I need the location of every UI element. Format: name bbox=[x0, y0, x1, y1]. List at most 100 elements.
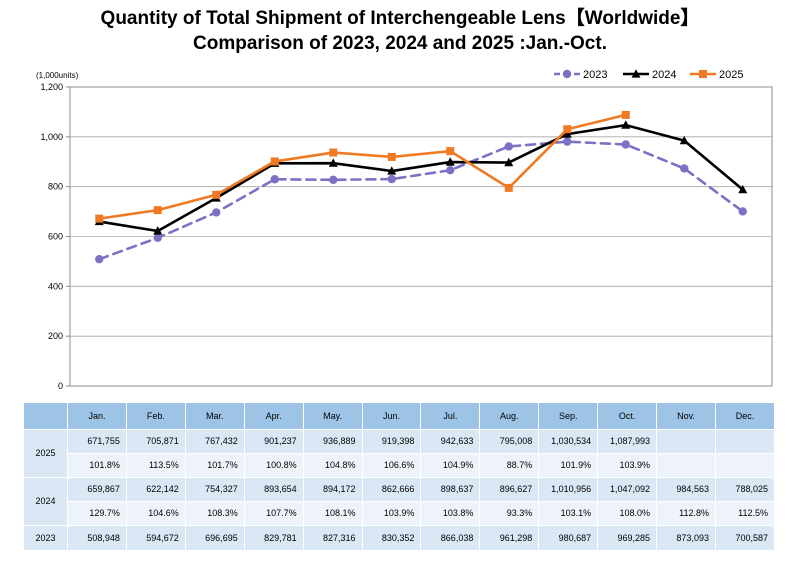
data-point-2025 bbox=[329, 148, 338, 157]
table-percent-cell: 112.5% bbox=[714, 501, 776, 526]
data-point-2024 bbox=[562, 129, 572, 138]
table-percent-cell: 112.8% bbox=[656, 501, 716, 526]
table-value-cell: 894,172 bbox=[302, 477, 363, 502]
table-percent-cell: 93.3% bbox=[479, 501, 540, 526]
y-tick-label: 800 bbox=[48, 182, 63, 192]
table-value-cell: 984,563 bbox=[656, 477, 716, 502]
table-month-header: Sep. bbox=[538, 402, 599, 430]
data-point-2023 bbox=[212, 208, 221, 217]
table-value-cell: 961,298 bbox=[479, 525, 540, 551]
table-percent-cell: 104.9% bbox=[420, 453, 481, 478]
data-table: Jan. Feb. Mar. Apr. May. Jun. Jul. Aug. Sep. Oct.… bbox=[23, 402, 776, 551]
line-chart: 0 200 400 600 800 1,000 1,200 (1,000units) 2023 2… bbox=[36, 69, 773, 391]
y-tick-label: 200 bbox=[48, 331, 63, 341]
data-point-2023 bbox=[446, 166, 455, 175]
table-percent-cell: 101.9% bbox=[538, 453, 599, 478]
table-percent-cell: 129.7% bbox=[67, 501, 127, 526]
data-point-2024 bbox=[328, 158, 338, 167]
y-tick-label: 400 bbox=[48, 281, 63, 291]
data-point-2024 bbox=[504, 157, 514, 167]
data-point-2025 bbox=[621, 110, 630, 119]
table-percent-cell: 108.1% bbox=[302, 501, 363, 526]
series-line-2025 bbox=[97, 113, 628, 220]
table-value-cell: 788,025 bbox=[714, 477, 776, 502]
table-value-cell: 594,672 bbox=[125, 525, 186, 551]
data-point-2023 bbox=[621, 140, 630, 149]
table-value-cell: 969,285 bbox=[597, 525, 658, 551]
table-value-cell: 767,432 bbox=[184, 429, 245, 454]
data-point-2024 bbox=[631, 69, 641, 78]
table-value-cell: 795,008 bbox=[479, 429, 540, 454]
data-point-2023 bbox=[387, 174, 396, 184]
data-point-2024 bbox=[621, 120, 631, 129]
table-value-cell: 980,687 bbox=[538, 525, 599, 551]
table-value-cell: 936,889 bbox=[302, 429, 363, 454]
table-value-cell: 1,087,993 bbox=[597, 429, 658, 454]
data-point-2023 bbox=[504, 142, 513, 151]
table-month-header: Feb. bbox=[125, 402, 186, 430]
table-value-cell: 705,871 bbox=[125, 429, 186, 454]
table-value-cell: 1,047,092 bbox=[597, 477, 658, 502]
table-value-cell: 659,867 bbox=[67, 477, 127, 502]
table-row-2023-values: 2023 508,948 594,672 696,695 829,781 827,316 8… bbox=[23, 525, 776, 551]
table-percent-cell: 100.8% bbox=[243, 453, 304, 478]
table-row-2024-yoy: 129.7% 104.6% 108.3% 107.7% 108.1% 103.9% 103.… bbox=[24, 501, 776, 526]
table-month-header: Jun. bbox=[361, 402, 422, 430]
data-point-2025 bbox=[270, 157, 279, 166]
y-tick-label: 1,000 bbox=[40, 132, 63, 142]
table-month-header: Nov. bbox=[656, 402, 716, 430]
table-percent-cell bbox=[656, 453, 716, 478]
table-percent-cell: 104.8% bbox=[302, 453, 363, 478]
data-point-2023 bbox=[270, 175, 279, 184]
table-percent-cell: 88.7% bbox=[479, 453, 540, 478]
data-point-2025 bbox=[212, 190, 221, 199]
table-percent-cell: 108.0% bbox=[597, 501, 658, 526]
data-point-2024 bbox=[153, 226, 163, 235]
series-line-2024 bbox=[97, 123, 745, 233]
table-value-cell: 942,633 bbox=[420, 429, 481, 454]
table-value-cell: 896,627 bbox=[479, 477, 540, 502]
chart-title-line-1: Quantity of Total Shipment of Intercheng… bbox=[100, 8, 700, 29]
legend-label-2024: 2024 bbox=[652, 69, 676, 81]
table-row-2024-values: 2024 659,867 622,142 754,327 893,654 894,172 8… bbox=[23, 477, 776, 526]
table-month-header: Oct. bbox=[597, 402, 658, 430]
chart-title-line-2: Comparison of 2023, 2024 and 2025 :Jan.-… bbox=[193, 33, 607, 54]
table-value-cell bbox=[714, 429, 776, 454]
table-value-cell: 830,352 bbox=[361, 525, 422, 551]
data-point-2025 bbox=[446, 147, 455, 156]
table-value-cell: 873,093 bbox=[656, 525, 716, 551]
table-value-cell bbox=[656, 429, 716, 454]
legend-label-2023: 2023 bbox=[583, 69, 607, 81]
table-percent-cell: 113.5% bbox=[125, 453, 186, 478]
table-percent-cell: 103.1% bbox=[538, 501, 599, 526]
data-point-2023 bbox=[563, 137, 572, 146]
table-percent-cell: 101.7% bbox=[184, 453, 245, 478]
series-line-2023 bbox=[97, 140, 745, 261]
data-point-2023 bbox=[95, 254, 104, 264]
y-tick-label: 600 bbox=[48, 232, 63, 242]
table-month-header: Aug. bbox=[479, 402, 540, 430]
table-value-cell: 827,316 bbox=[302, 525, 363, 551]
y-tick-label: 0 bbox=[58, 381, 63, 391]
data-point-2025 bbox=[95, 214, 104, 223]
table-percent-cell: 103.8% bbox=[420, 501, 481, 526]
table-value-cell: 508,948 bbox=[67, 525, 127, 551]
table-year-label: 2023 bbox=[23, 525, 68, 551]
data-point-2025 bbox=[563, 125, 572, 134]
table-body: 2025 671,755 705,871 767,432 901,237 936,889 9… bbox=[23, 429, 776, 551]
table-month-header: Jul. bbox=[420, 402, 481, 430]
table-percent-cell: 107.7% bbox=[243, 501, 304, 526]
table-month-header: Apr. bbox=[243, 402, 304, 430]
table-value-cell: 862,666 bbox=[361, 477, 422, 502]
table-month-header: May. bbox=[302, 402, 363, 430]
table-value-cell: 901,237 bbox=[243, 429, 304, 454]
table-value-cell: 893,654 bbox=[243, 477, 304, 502]
legend-label-2025: 2025 bbox=[719, 69, 743, 81]
table-value-cell: 866,038 bbox=[420, 525, 481, 551]
table-corner-cell bbox=[23, 402, 68, 430]
y-tick-label: 1,200 bbox=[40, 82, 63, 92]
table-year-label: 2024 bbox=[23, 477, 68, 526]
table-value-cell: 1,030,534 bbox=[538, 429, 599, 454]
table-month-header: Jan. bbox=[67, 402, 127, 430]
table-month-header: Dec. bbox=[714, 402, 776, 430]
